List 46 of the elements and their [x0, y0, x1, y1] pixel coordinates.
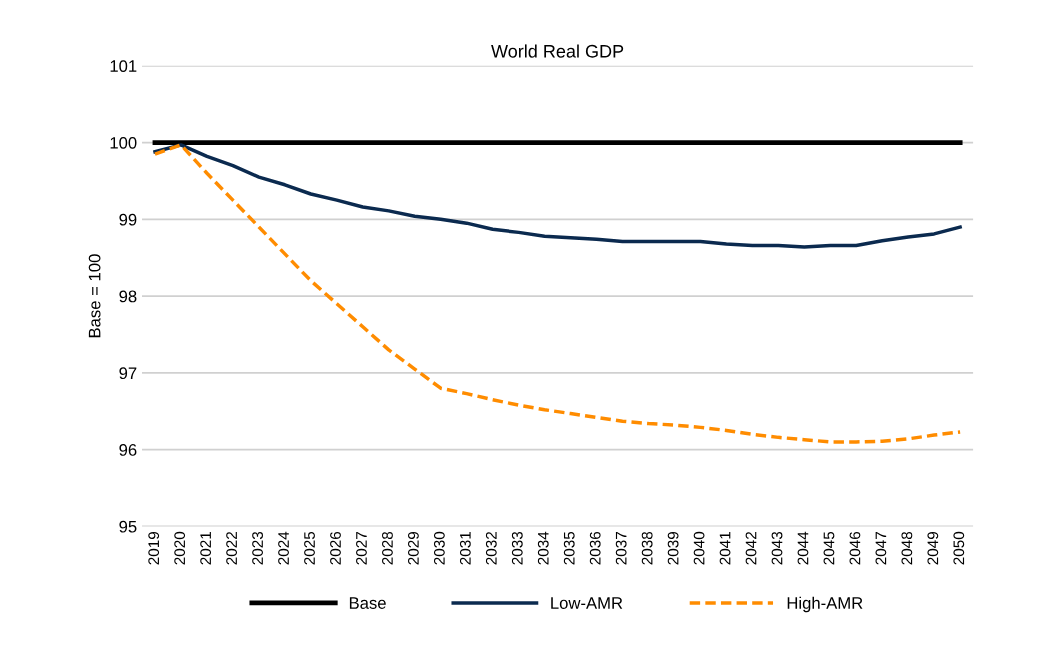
chart-title: World Real GDP: [491, 44, 624, 58]
y-tick-label: 101: [110, 60, 137, 72]
x-tick-label: 2027: [356, 532, 367, 565]
y-tick-label: 98: [119, 290, 137, 303]
x-tick-label: 2022: [226, 532, 238, 565]
x-tick-label: 2042: [745, 532, 757, 565]
x-tick-label: 2032: [485, 532, 497, 565]
legend-label: High-AMR: [787, 596, 863, 613]
x-tick-label: 2044: [797, 531, 809, 565]
x-tick-label: 2048: [901, 531, 913, 565]
x-tick-label: 2047: [875, 532, 887, 565]
x-tick-label: 2035: [563, 531, 575, 565]
x-tick-label: 2019: [148, 531, 160, 565]
y-tick-label: 100: [110, 136, 137, 149]
y-tick-label: 95: [119, 520, 137, 533]
y-axis-title: Base = 100: [88, 254, 101, 338]
y-tick-label: 99: [119, 213, 137, 226]
x-tick-label: 2045: [823, 531, 835, 565]
x-tick-label: 2041: [719, 532, 731, 565]
x-tick-label: 2037: [615, 532, 627, 565]
x-tick-label: 2033: [511, 531, 523, 565]
x-tick-label: 2039: [667, 531, 679, 565]
line-series: [153, 143, 962, 444]
x-tick-label: 2024: [278, 531, 289, 565]
x-tick-label: 2034: [537, 531, 549, 565]
x-tick-label: 2050: [953, 531, 965, 565]
x-tick-label: 2025: [304, 531, 315, 565]
x-tick-label: 2031: [459, 532, 471, 565]
line-series: [153, 143, 962, 249]
x-tick-label: 2021: [200, 532, 212, 565]
x-tick-label: 2026: [330, 531, 341, 565]
x-tick-label: 2040: [693, 531, 705, 565]
x-tick-label: 2023: [252, 531, 263, 565]
x-tick-label: 2036: [589, 531, 601, 565]
x-tick-label: 2030: [433, 531, 445, 565]
x-tick-label: 2038: [641, 531, 653, 565]
y-tick-label: 96: [119, 444, 137, 456]
legend-label: Low-AMR: [551, 597, 623, 609]
legend-label: Base: [349, 597, 386, 609]
x-tick-label: 2028: [382, 531, 393, 565]
x-tick-label: 2020: [174, 531, 186, 565]
x-tick-label: 2043: [771, 531, 783, 565]
y-tick-label: 97: [119, 367, 137, 380]
x-tick-label: 2049: [927, 531, 939, 565]
x-tick-label: 2046: [849, 531, 861, 565]
x-tick-label: 2029: [408, 531, 419, 565]
